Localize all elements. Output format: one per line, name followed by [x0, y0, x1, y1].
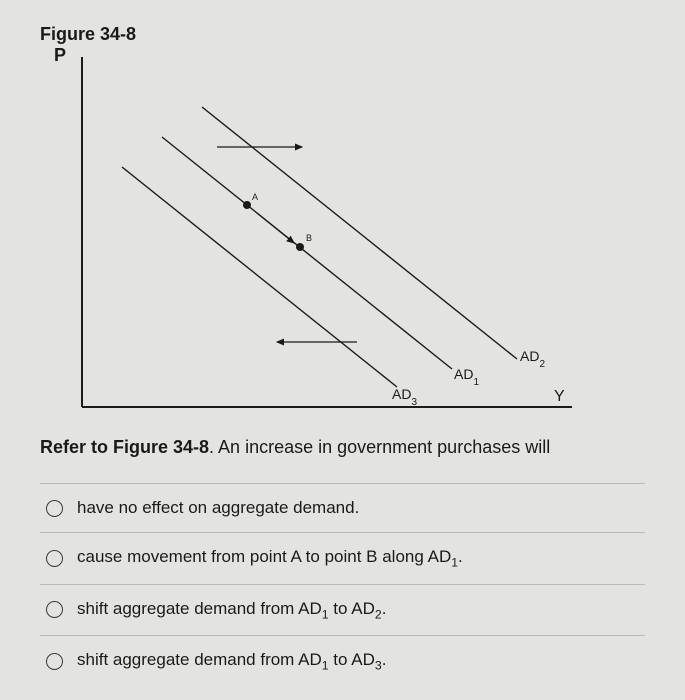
- point-B: [296, 243, 304, 251]
- x-axis-label: Y: [554, 388, 565, 405]
- point-A: [243, 201, 251, 209]
- option-row-3[interactable]: shift aggregate demand from AD1 to AD3.: [40, 635, 645, 686]
- question-rest: . An increase in government purchases wi…: [209, 437, 550, 457]
- option-row-0[interactable]: have no effect on aggregate demand.: [40, 483, 645, 532]
- question-text: Refer to Figure 34-8. An increase in gov…: [40, 435, 645, 459]
- curve-AD1: [162, 137, 452, 369]
- curve-AD3: [122, 167, 397, 387]
- options-list: have no effect on aggregate demand. cause…: [40, 483, 645, 686]
- point-label-A: A: [252, 192, 258, 202]
- option-label: shift aggregate demand from AD1 to AD3.: [77, 650, 386, 672]
- radio-icon[interactable]: [46, 500, 63, 517]
- y-axis-label: P: [54, 45, 66, 66]
- curve-label-AD2: AD2: [520, 348, 545, 370]
- radio-icon[interactable]: [46, 601, 63, 618]
- radio-icon[interactable]: [46, 550, 63, 567]
- option-label: have no effect on aggregate demand.: [77, 498, 359, 518]
- point-label-B: B: [306, 233, 312, 243]
- figure-chart: P Y AD3 AD1 AD2 A B: [52, 47, 592, 417]
- figure-title: Figure 34-8: [40, 24, 645, 45]
- option-label: shift aggregate demand from AD1 to AD2.: [77, 599, 386, 621]
- option-row-2[interactable]: shift aggregate demand from AD1 to AD2.: [40, 584, 645, 635]
- question-prefix: Refer to Figure 34-8: [40, 437, 209, 457]
- curve-label-AD3: AD3: [392, 386, 417, 408]
- arrow-ab: [257, 213, 294, 243]
- curve-label-AD1: AD1: [454, 366, 479, 388]
- option-label: cause movement from point A to point B a…: [77, 547, 463, 569]
- option-row-1[interactable]: cause movement from point A to point B a…: [40, 532, 645, 583]
- curve-AD2: [202, 107, 517, 359]
- radio-icon[interactable]: [46, 653, 63, 670]
